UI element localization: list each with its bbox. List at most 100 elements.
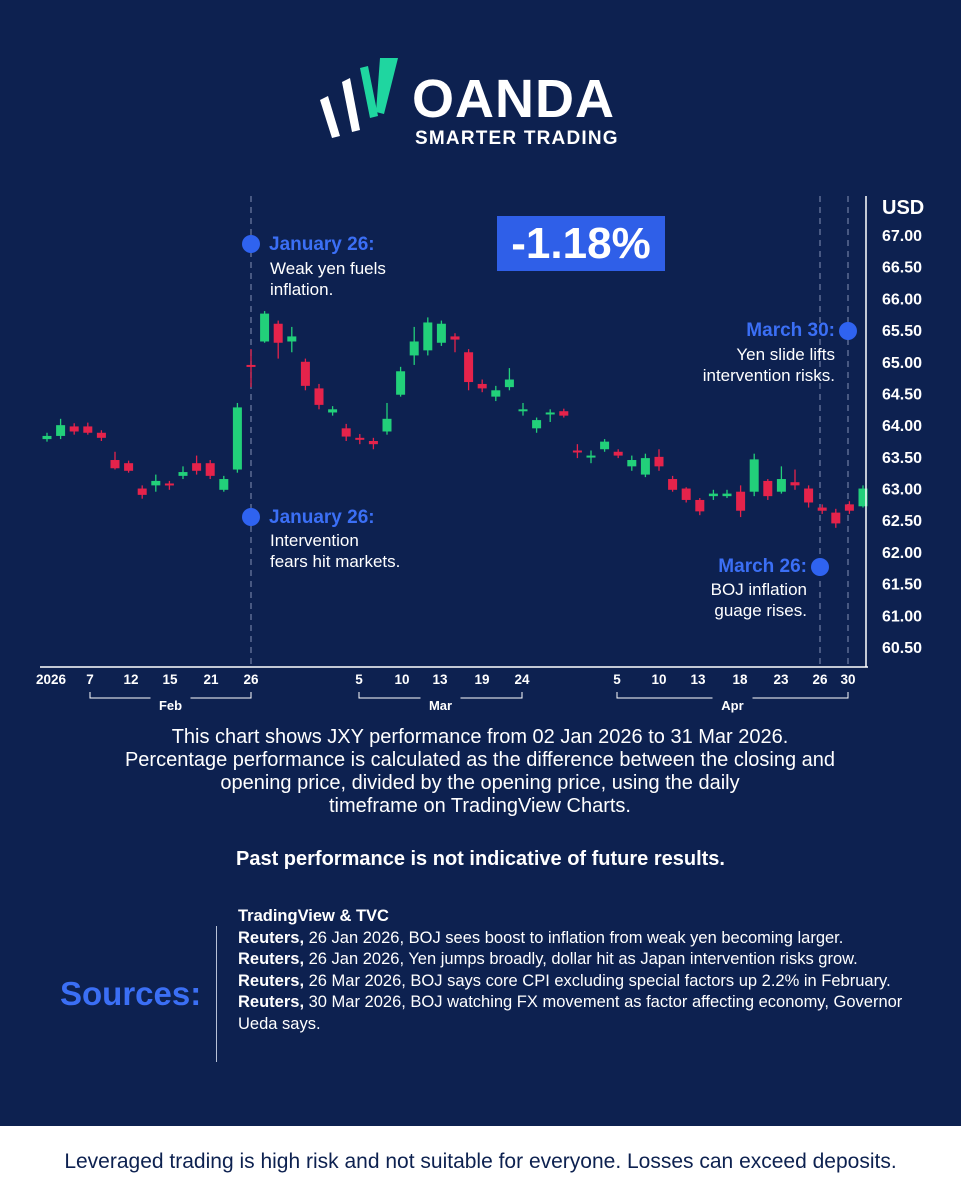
candle	[56, 418, 66, 440]
candle	[804, 485, 814, 508]
x-tick-label: 15	[162, 672, 178, 687]
candle-body	[56, 425, 66, 436]
candle-body	[409, 341, 419, 356]
candle	[192, 455, 202, 475]
candle-body	[396, 371, 406, 395]
candle	[341, 423, 351, 441]
candle	[246, 349, 256, 388]
candle	[396, 366, 406, 397]
annotation-line: BOJ inflation	[710, 580, 807, 599]
candle	[518, 402, 528, 416]
y-tick-label: 64.00	[882, 418, 922, 435]
candle	[164, 480, 174, 490]
candle-body	[817, 507, 827, 511]
candle-body	[137, 488, 147, 495]
candle-body	[790, 482, 800, 486]
source-publisher: TradingView & TVC	[238, 907, 389, 925]
candle-body	[232, 407, 242, 470]
candle-body	[491, 390, 501, 397]
annotation-line: Intervention	[270, 531, 359, 550]
candle-body	[96, 432, 106, 438]
candle-body	[477, 383, 487, 389]
candle	[314, 383, 324, 410]
annotation-line: inflation.	[270, 280, 334, 299]
x-tick-label: 12	[123, 672, 138, 687]
x-tick-label: 10	[651, 672, 666, 687]
annotation-title-mar26: March 26:	[718, 556, 807, 577]
candle	[205, 460, 215, 480]
candle	[668, 475, 678, 492]
candle-body	[300, 361, 310, 386]
candle	[124, 460, 134, 473]
candle-body	[246, 364, 256, 367]
candle-body	[42, 435, 52, 440]
description-line: timeframe on TradingView Charts.	[329, 795, 631, 817]
annotation-line: Weak yen fuels	[270, 259, 386, 278]
candle	[273, 320, 283, 359]
candle-body	[613, 451, 623, 456]
risk-warning: Leveraged trading is high risk and not s…	[64, 1150, 897, 1173]
x-tick-label: 30	[840, 672, 855, 687]
candle-body	[423, 322, 433, 351]
candle-body	[532, 420, 542, 429]
brand-header: OANDA SMARTER TRADING	[0, 0, 961, 170]
candle	[287, 326, 297, 353]
candle	[42, 432, 52, 442]
y-tick-label: 67.00	[882, 228, 922, 245]
candle	[409, 326, 419, 365]
candles	[42, 311, 868, 528]
source-text: 26 Mar 2026, BOJ says core CPI excluding…	[304, 971, 891, 990]
annotation-line: Yen slide lifts	[736, 345, 835, 364]
x-tick-label: 2026	[36, 672, 67, 687]
source-text: 26 Jan 2026, BOJ sees boost to inflation…	[304, 928, 844, 947]
y-tick-label: 62.00	[882, 545, 922, 562]
candle	[858, 485, 868, 508]
candle-body	[273, 323, 283, 343]
candle-body	[287, 336, 297, 342]
candle	[178, 466, 188, 480]
oanda-logo-icon	[320, 58, 398, 138]
candle-body	[110, 460, 120, 469]
y-tick-label: 61.00	[882, 608, 922, 625]
candle	[695, 498, 705, 516]
candle	[831, 508, 841, 528]
candle	[477, 379, 487, 393]
candle-body	[654, 456, 664, 467]
performance-badge: -1.18%	[497, 216, 665, 271]
source-item: Reuters, 26 Mar 2026, BOJ says core CPI …	[238, 971, 938, 993]
candle	[545, 409, 555, 422]
candle	[749, 453, 759, 497]
candle	[328, 406, 338, 416]
candle-body	[192, 463, 202, 471]
x-tick-label: 7	[86, 672, 94, 687]
candle	[817, 504, 827, 514]
candle-body	[69, 426, 79, 432]
x-tick-label: 13	[690, 672, 706, 687]
candle-body	[504, 379, 514, 388]
candle-body	[164, 483, 174, 486]
candle-body	[681, 488, 691, 500]
candle-body	[763, 480, 773, 497]
candle-body	[559, 411, 569, 416]
candle	[736, 485, 746, 518]
annotation-line: fears hit markets.	[270, 552, 401, 571]
candle-body	[804, 488, 814, 503]
candle-body	[708, 493, 718, 497]
candle-body	[572, 450, 582, 453]
month-label: Feb	[159, 698, 182, 713]
candle-body	[368, 441, 378, 445]
y-axis: USD 67.00 66.50 66.00 65.50 65.00 64.50 64.00 63…	[865, 196, 924, 667]
month-bracket-left	[616, 692, 713, 699]
candle-body	[749, 459, 759, 492]
candle	[436, 320, 446, 346]
description-line: Percentage performance is calculated as …	[124, 749, 836, 771]
candle	[464, 349, 474, 391]
source-item: Reuters, 30 Mar 2026, BOJ watching FX mo…	[238, 992, 938, 1035]
y-tick-label: 62.50	[882, 513, 922, 530]
x-tick-label: 24	[514, 672, 530, 687]
candle-body	[640, 458, 650, 475]
source-publisher: Reuters,	[238, 971, 305, 990]
y-tick-label: 65.00	[882, 355, 922, 372]
annotation-text-mar26: BOJ inflation guage rises.	[711, 579, 807, 621]
candle	[559, 408, 569, 418]
